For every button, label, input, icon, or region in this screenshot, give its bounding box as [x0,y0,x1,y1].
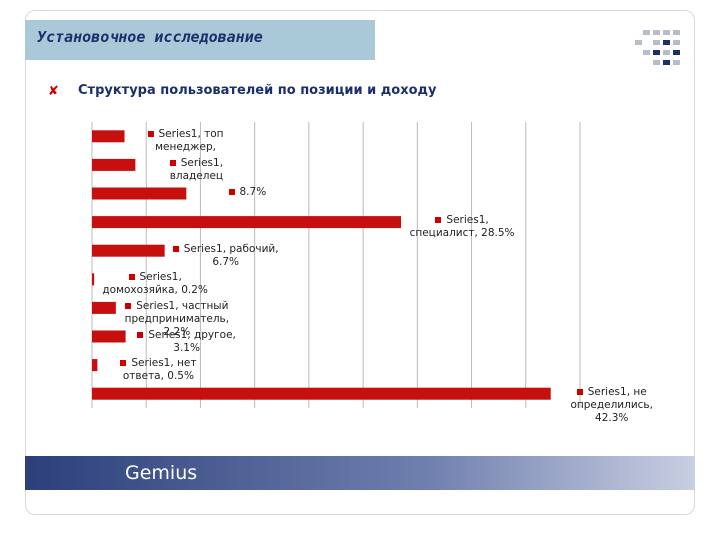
data-label: Series1, топ менеджер, [131,128,241,154]
bar [92,158,136,171]
data-label: Series1, специалист, 28.5% [407,214,517,240]
data-label: Series1, рабочий, 6.7% [171,243,281,269]
bar [92,244,165,257]
slide-title: Установочное исследование [37,28,263,46]
chart-title: Структура пользователей по позиции и дох… [78,83,437,98]
data-label: Series1, не определились, 42.3% [557,386,667,425]
bar [92,216,402,229]
brand: Gemius [125,462,198,484]
data-label: 8.7% [192,186,302,199]
bar [92,273,95,286]
bar [92,330,126,343]
data-label: Series1, владелец [141,157,251,183]
frame [25,10,695,515]
bar [92,301,116,314]
footer: Gemius [25,456,695,490]
header: Установочное исследование [25,20,375,60]
data-label: Series1, домохозяйка, 0.2% [100,271,210,297]
logo [635,30,680,65]
bar [92,187,187,200]
bar [92,359,98,372]
bar [92,387,551,400]
bullet: ✘ [48,84,59,99]
data-label: Series1, нет ответа, 0.5% [103,357,213,383]
data-label: Series1, другое, 3.1% [132,329,242,355]
bar [92,130,125,143]
chart [91,122,581,408]
